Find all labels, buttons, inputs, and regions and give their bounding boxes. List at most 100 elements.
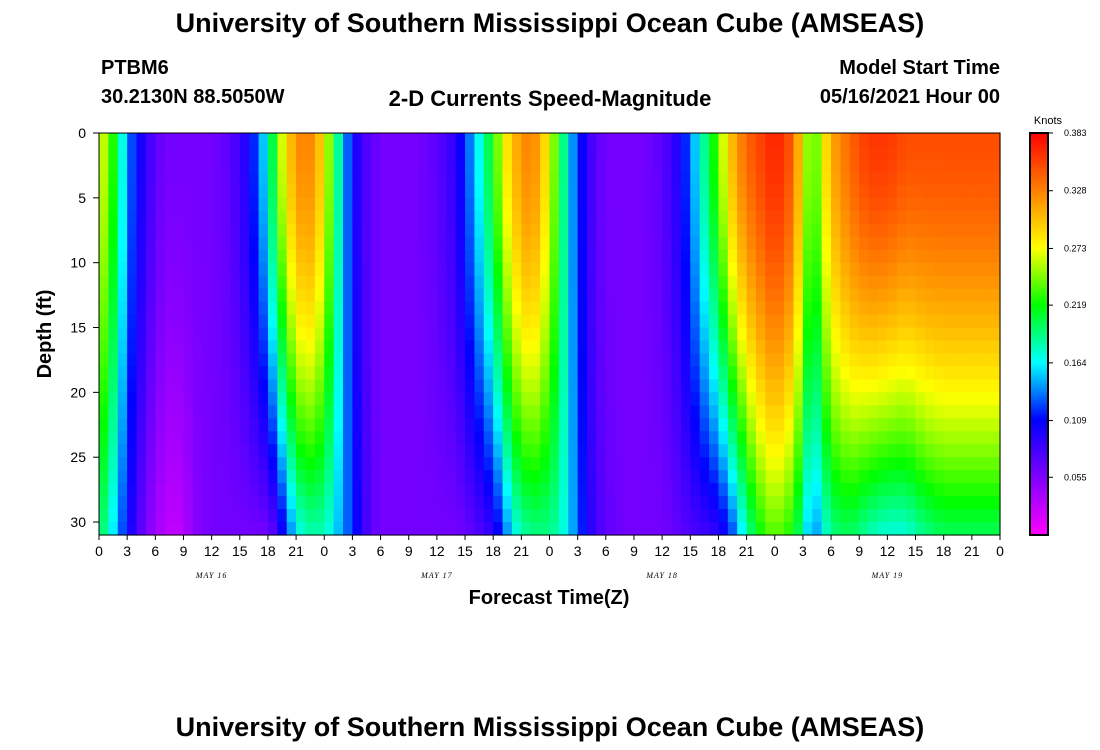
heatmap-cell [774, 340, 785, 355]
heatmap-cell [286, 366, 297, 380]
heatmap-cell [380, 431, 391, 445]
heatmap-cell [596, 171, 607, 186]
heatmap-cell [493, 470, 504, 484]
heatmap-cell [662, 158, 673, 173]
heatmap-cell [831, 249, 842, 264]
x-tick-label: 9 [405, 543, 413, 559]
heatmap-cell [136, 223, 147, 238]
heatmap-cell [662, 444, 673, 458]
heatmap-cell [906, 353, 917, 368]
heatmap-cell [399, 340, 410, 355]
heatmap-cell [812, 184, 823, 199]
heatmap-cell [981, 275, 992, 290]
heatmap-cell [164, 431, 175, 445]
heatmap-cells [99, 133, 1001, 536]
heatmap-cell [249, 509, 260, 523]
heatmap-cell [784, 158, 795, 173]
heatmap-cell [596, 483, 607, 497]
heatmap-cell [389, 418, 400, 432]
heatmap-cell [934, 145, 945, 160]
heatmap-cell [521, 483, 532, 497]
heatmap-cell [343, 405, 354, 419]
heatmap-cell [174, 327, 185, 342]
heatmap-cell [699, 262, 710, 277]
heatmap-cell [709, 158, 720, 173]
heatmap-cell [953, 444, 964, 458]
heatmap-cell [587, 184, 598, 199]
heatmap-cell [361, 327, 372, 342]
heatmap-cell [493, 327, 504, 342]
heatmap-cell [136, 509, 147, 523]
heatmap-cell [361, 314, 372, 329]
heatmap-cell [474, 184, 485, 199]
heatmap-cell [577, 223, 588, 238]
heatmap-cell [605, 509, 616, 523]
heatmap-cell [221, 340, 231, 355]
heatmap-cell [521, 444, 532, 458]
heatmap-cell [352, 145, 363, 160]
heatmap-cell [446, 405, 457, 419]
heatmap-cell [530, 262, 541, 277]
heatmap-cell [314, 379, 325, 393]
heatmap-cell [765, 522, 776, 536]
heatmap-cell [943, 223, 954, 238]
heatmap-cell [221, 249, 231, 264]
heatmap-cell [258, 483, 269, 497]
heatmap-cell [155, 457, 166, 471]
heatmap-cell [821, 210, 832, 225]
heatmap-cell [549, 405, 560, 419]
heatmap-cell [868, 288, 879, 303]
heatmap-cell [699, 470, 710, 484]
heatmap-cell [408, 457, 419, 471]
heatmap-cell [877, 197, 888, 212]
heatmap-cell [765, 470, 776, 484]
heatmap-cell [436, 405, 447, 419]
heatmap-cell [99, 184, 109, 199]
heatmap-cell [408, 210, 419, 225]
heatmap-cell [202, 522, 213, 536]
x-tick-label: 15 [232, 543, 248, 559]
heatmap-cell [877, 133, 888, 147]
heatmap-cell [455, 145, 466, 160]
heatmap-cell [793, 496, 804, 510]
heatmap-cell [943, 340, 954, 355]
x-tick-label: 3 [123, 543, 131, 559]
heatmap-cell [718, 392, 729, 406]
heatmap-cell [840, 379, 851, 393]
heatmap-cell [924, 262, 935, 277]
heatmap-cell [239, 431, 250, 445]
heatmap-cell [849, 262, 860, 277]
heatmap-cell [108, 379, 119, 393]
heatmap-cell [765, 133, 776, 147]
heatmap-cell [859, 171, 870, 186]
heatmap-cell [615, 197, 626, 212]
heatmap-cell [849, 236, 860, 251]
heatmap-cell [399, 210, 410, 225]
heatmap-cell [812, 483, 823, 497]
heatmap-cell [145, 509, 156, 523]
heatmap-cell [389, 522, 400, 536]
heatmap-cell [277, 327, 288, 342]
heatmap-cell [671, 249, 682, 264]
heatmap-cell [436, 379, 447, 393]
heatmap-cell [737, 262, 748, 277]
heatmap-cell [427, 133, 438, 147]
heatmap-cell [605, 133, 616, 147]
heatmap-cell [183, 184, 194, 199]
heatmap-cell [418, 509, 429, 523]
heatmap-cell [868, 158, 879, 173]
heatmap-cell [943, 405, 954, 419]
heatmap-cell [249, 262, 260, 277]
heatmap-cell [924, 379, 935, 393]
heatmap-cell [737, 444, 748, 458]
heatmap-cell [436, 496, 447, 510]
heatmap-cell [305, 171, 316, 186]
heatmap-cell [192, 418, 203, 432]
heatmap-cell [333, 197, 344, 212]
heatmap-cell [136, 496, 147, 510]
heatmap-cell [906, 392, 917, 406]
heatmap-cell [530, 366, 541, 380]
heatmap-cell [568, 262, 579, 277]
heatmap-cell [436, 262, 447, 277]
heatmap-cell [953, 483, 964, 497]
